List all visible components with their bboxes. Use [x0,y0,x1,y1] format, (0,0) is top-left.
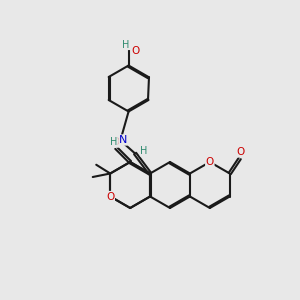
Text: O: O [206,157,214,167]
Text: O: O [237,147,245,157]
Text: O: O [111,137,119,147]
Text: H: H [140,146,148,156]
Text: O: O [131,46,140,56]
Text: H: H [122,40,130,50]
Text: N: N [119,135,127,145]
Text: H: H [110,137,117,147]
Text: O: O [106,191,114,202]
